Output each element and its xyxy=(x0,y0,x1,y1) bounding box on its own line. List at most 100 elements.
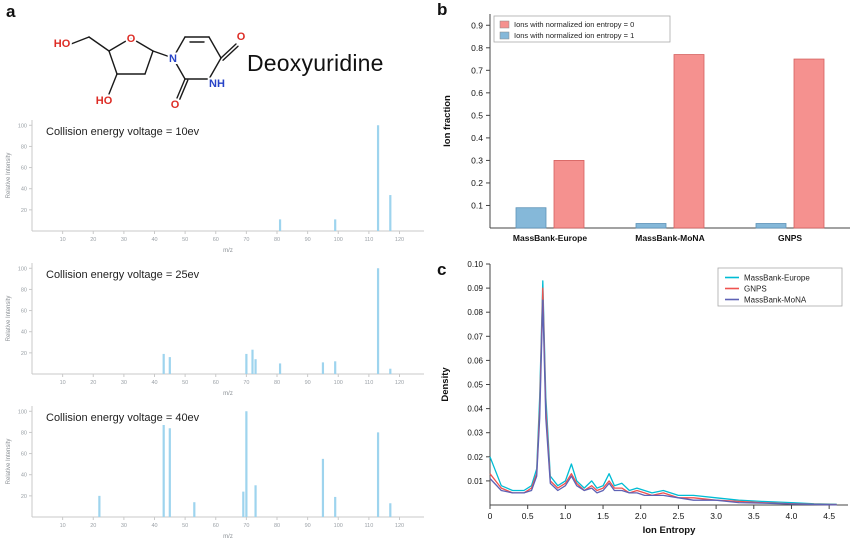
svg-text:40: 40 xyxy=(151,523,157,529)
svg-text:10: 10 xyxy=(60,237,66,243)
atom-label-ho-ring: HO xyxy=(96,95,113,107)
svg-text:0.6: 0.6 xyxy=(471,88,483,98)
svg-text:30: 30 xyxy=(121,237,127,243)
molecule-bonds xyxy=(70,36,239,100)
svg-text:50: 50 xyxy=(182,523,188,529)
svg-text:70: 70 xyxy=(243,237,249,243)
svg-text:0.3: 0.3 xyxy=(471,155,483,165)
svg-text:80: 80 xyxy=(274,523,280,529)
svg-text:3.0: 3.0 xyxy=(710,511,722,521)
svg-text:50: 50 xyxy=(182,380,188,386)
atom-label-ring-o: O xyxy=(127,33,136,45)
svg-text:m/z: m/z xyxy=(223,534,233,540)
svg-text:Ion Entropy: Ion Entropy xyxy=(643,525,696,536)
svg-text:MassBank-Europe: MassBank-Europe xyxy=(744,273,810,282)
svg-text:0.10: 0.10 xyxy=(467,260,483,269)
svg-text:Collision energy voltage = 10: Collision energy voltage = 10ev xyxy=(46,126,200,138)
svg-text:80: 80 xyxy=(274,380,280,386)
svg-text:0.07: 0.07 xyxy=(467,332,483,341)
svg-text:3.5: 3.5 xyxy=(748,511,760,521)
panel-b-label: b xyxy=(437,0,448,19)
svg-text:Collision energy voltage = 25: Collision energy voltage = 25ev xyxy=(46,269,200,281)
svg-text:20: 20 xyxy=(90,237,96,243)
atom-label-o-bottom: O xyxy=(171,99,180,111)
ion-entropy-density-chart: 0 0.5 1.0 1.5 2.0 2.5 3.0 3.5 4.0 4.5 0.01 0.02 0.03… xyxy=(440,260,848,536)
svg-text:60: 60 xyxy=(21,309,27,315)
svg-text:120: 120 xyxy=(395,380,404,386)
svg-text:110: 110 xyxy=(364,380,373,386)
svg-text:1.5: 1.5 xyxy=(597,511,609,521)
svg-text:0.02: 0.02 xyxy=(467,453,483,462)
svg-text:100: 100 xyxy=(18,266,27,272)
svg-text:0.2: 0.2 xyxy=(471,178,483,188)
svg-text:20: 20 xyxy=(21,494,27,500)
svg-text:80: 80 xyxy=(274,237,280,243)
spectrum-25ev-chart: 10 20 30 40 50 60 70 80 90 100 110 120 20 40 60 80 100 m/… xyxy=(6,263,424,397)
atom-label-n1: N xyxy=(169,53,177,65)
svg-text:120: 120 xyxy=(395,523,404,529)
svg-text:0: 0 xyxy=(488,511,493,521)
svg-text:GNPS: GNPS xyxy=(778,233,802,243)
svg-text:50: 50 xyxy=(182,237,188,243)
svg-text:0.9: 0.9 xyxy=(471,20,483,30)
svg-text:20: 20 xyxy=(90,523,96,529)
svg-text:Relative Intensity: Relative Intensity xyxy=(6,439,12,485)
svg-text:MassBank-MoNA: MassBank-MoNA xyxy=(635,233,704,243)
spectrum-10ev-chart: 10 20 30 40 50 60 70 80 90 100 110 120 20 40 60 80 100 m/… xyxy=(6,120,424,254)
molecule-structure: HO HO O N NH O O xyxy=(52,29,248,113)
svg-text:110: 110 xyxy=(364,237,373,243)
svg-text:40: 40 xyxy=(21,187,27,193)
svg-text:60: 60 xyxy=(21,166,27,172)
svg-text:0.4: 0.4 xyxy=(471,133,483,143)
svg-text:20: 20 xyxy=(21,208,27,214)
svg-text:0.5: 0.5 xyxy=(471,110,483,120)
svg-text:80: 80 xyxy=(21,144,27,150)
svg-text:0.1: 0.1 xyxy=(471,200,483,210)
svg-text:2.0: 2.0 xyxy=(635,511,647,521)
svg-text:60: 60 xyxy=(213,237,219,243)
svg-text:m/z: m/z xyxy=(223,248,233,254)
svg-text:10: 10 xyxy=(60,380,66,386)
svg-text:20: 20 xyxy=(90,380,96,386)
svg-text:2.5: 2.5 xyxy=(673,511,685,521)
svg-text:90: 90 xyxy=(305,380,311,386)
svg-text:40: 40 xyxy=(21,473,27,479)
svg-text:100: 100 xyxy=(334,380,343,386)
svg-text:GNPS: GNPS xyxy=(744,284,767,293)
spectrum-40ev-chart: 10 20 30 40 50 60 70 80 90 100 110 120 20 40 60 80 100 m/… xyxy=(6,406,424,540)
svg-text:30: 30 xyxy=(121,523,127,529)
svg-text:MassBank-Europe: MassBank-Europe xyxy=(513,233,587,243)
svg-text:40: 40 xyxy=(21,330,27,336)
svg-text:0.7: 0.7 xyxy=(471,65,483,75)
svg-text:70: 70 xyxy=(243,380,249,386)
svg-text:90: 90 xyxy=(305,523,311,529)
svg-text:Ions with normalized ion entro: Ions with normalized ion entropy = 1 xyxy=(514,31,634,40)
svg-text:m/z: m/z xyxy=(223,391,233,397)
svg-text:90: 90 xyxy=(305,237,311,243)
svg-text:110: 110 xyxy=(364,523,373,529)
svg-text:60: 60 xyxy=(213,523,219,529)
ion-fraction-bar-chart: 0.1 0.2 0.3 0.4 0.5 0.6 0.7 0.8 0.9 MassBank-Euro… xyxy=(442,14,850,243)
molecule-name: Deoxyuridine xyxy=(247,50,384,76)
svg-text:100: 100 xyxy=(18,409,27,415)
atom-label-ho-chain: HO xyxy=(54,38,71,50)
svg-text:120: 120 xyxy=(395,237,404,243)
svg-text:30: 30 xyxy=(121,380,127,386)
svg-text:0.8: 0.8 xyxy=(471,43,483,53)
svg-text:0.08: 0.08 xyxy=(467,308,483,317)
svg-text:Collision energy voltage = 40: Collision energy voltage = 40ev xyxy=(46,412,200,424)
svg-text:40: 40 xyxy=(151,237,157,243)
svg-text:100: 100 xyxy=(18,123,27,129)
svg-text:MassBank-MoNA: MassBank-MoNA xyxy=(744,295,807,304)
svg-text:60: 60 xyxy=(213,380,219,386)
svg-text:0.01: 0.01 xyxy=(467,477,483,486)
svg-text:80: 80 xyxy=(21,430,27,436)
svg-text:20: 20 xyxy=(21,351,27,357)
svg-text:60: 60 xyxy=(21,452,27,458)
svg-text:100: 100 xyxy=(334,523,343,529)
svg-text:4.5: 4.5 xyxy=(823,511,835,521)
svg-text:Ion fraction: Ion fraction xyxy=(442,95,453,147)
svg-text:40: 40 xyxy=(151,380,157,386)
atom-label-nh: NH xyxy=(209,78,225,90)
